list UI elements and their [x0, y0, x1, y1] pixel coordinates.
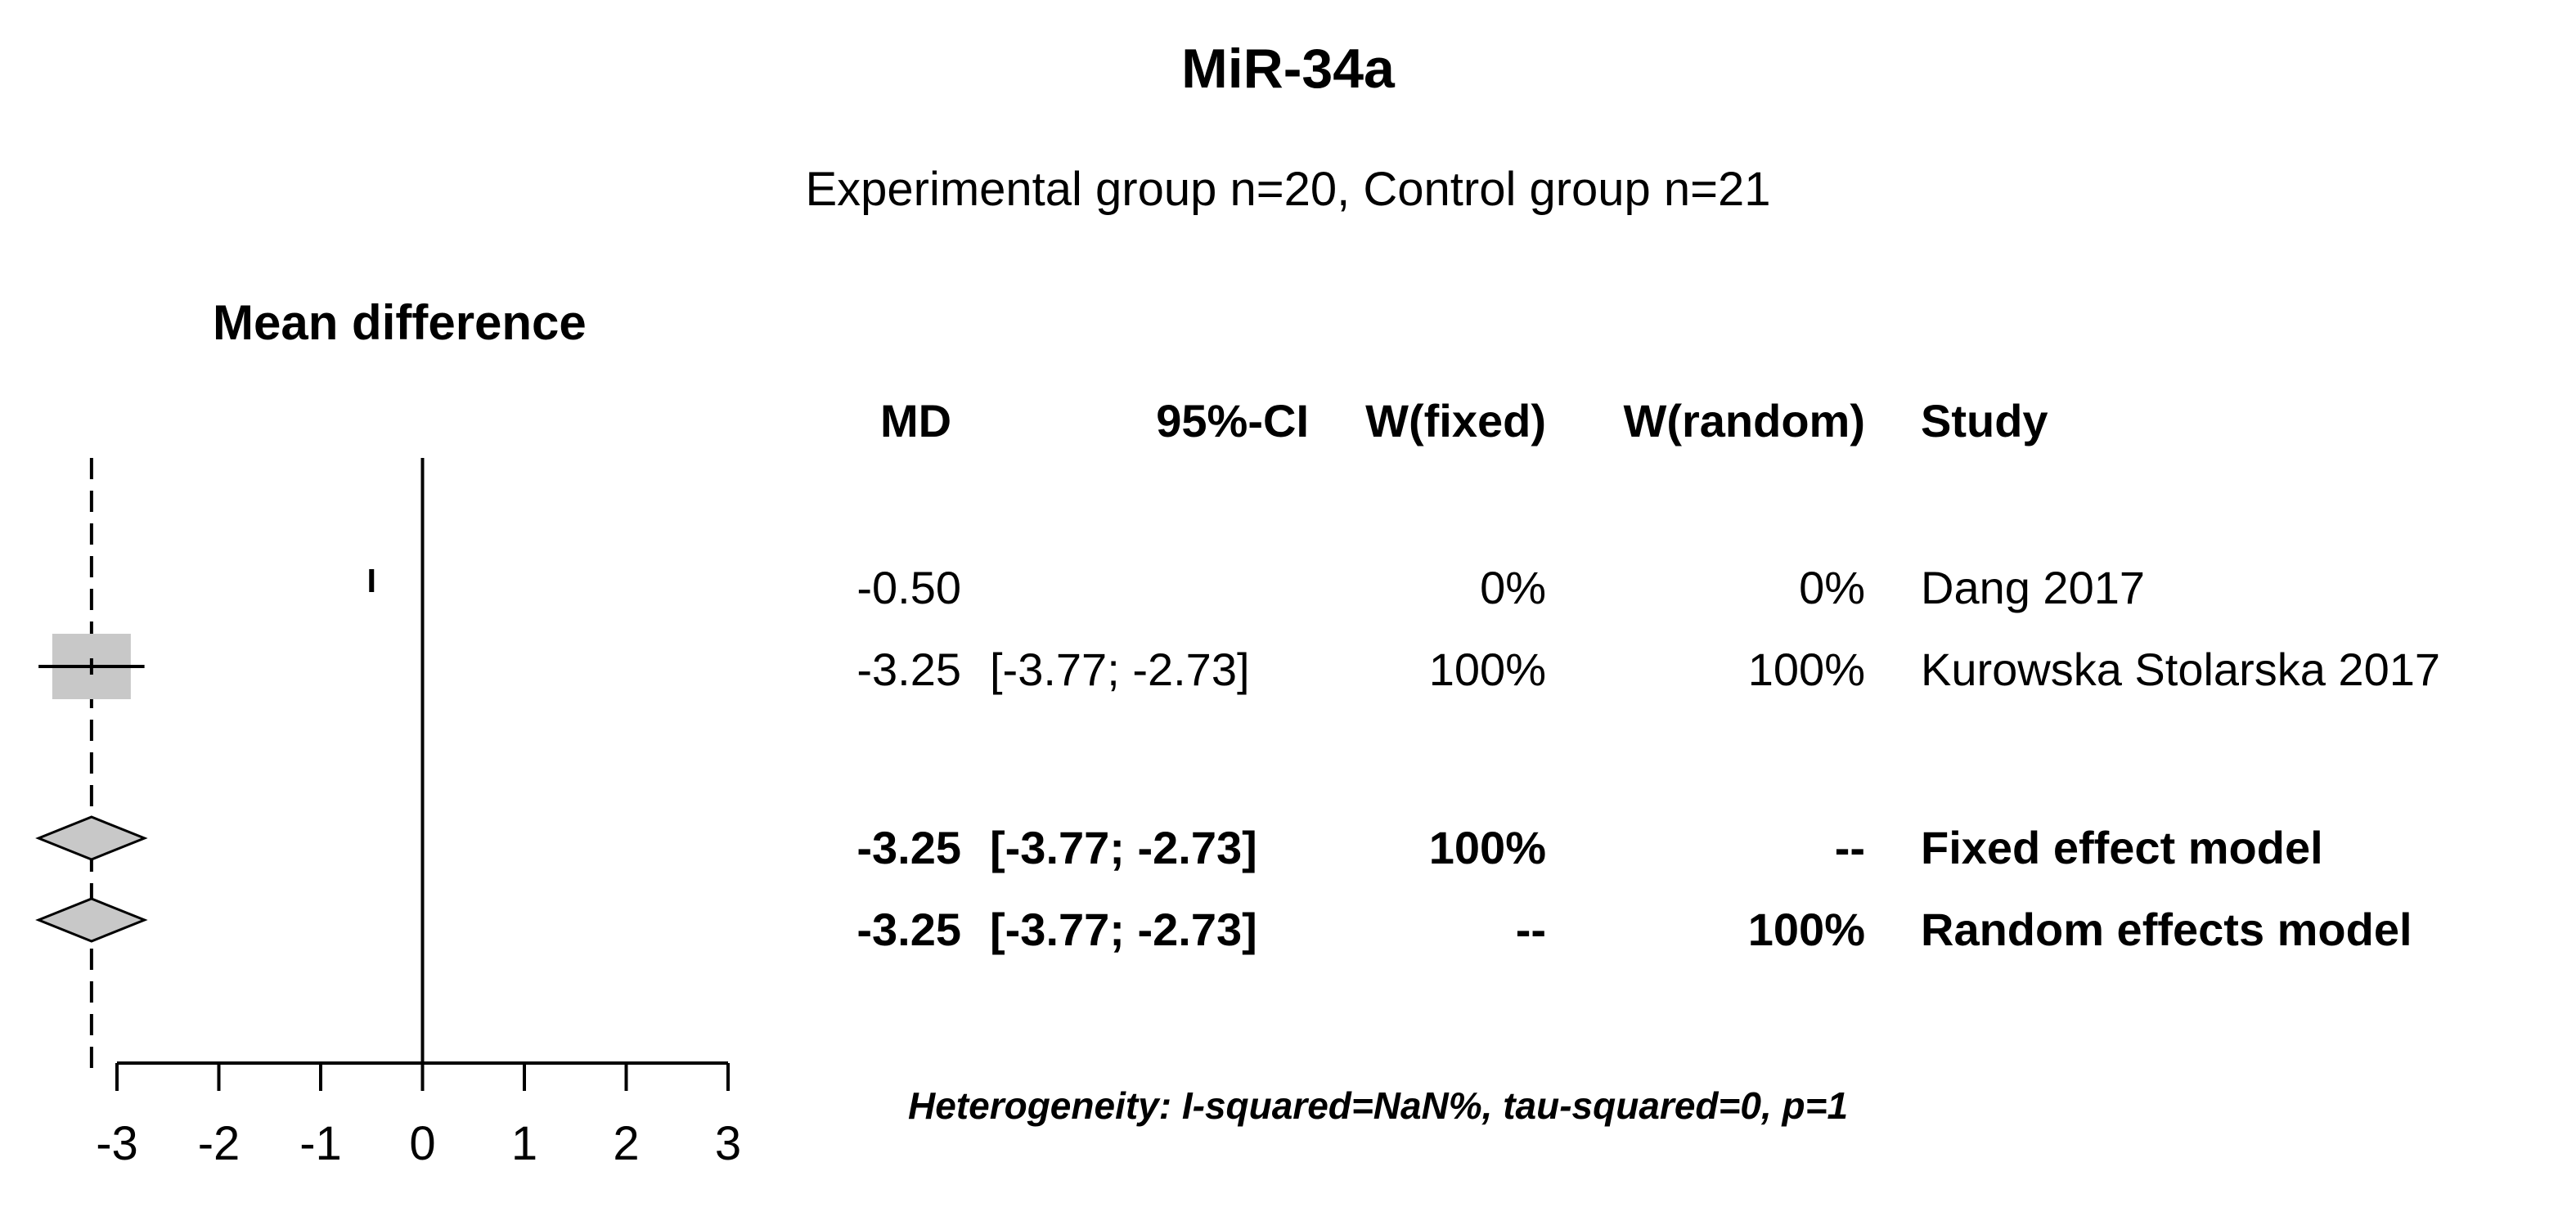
study-w-random: 100% — [1747, 644, 1865, 695]
study-label: Kurowska Stolarska 2017 — [1921, 644, 2441, 695]
forest-plot: -3 -2 -1 0 1 2 3 — [35, 458, 741, 1170]
study-md: -0.50 — [856, 562, 961, 613]
summary-label: Fixed effect model — [1921, 822, 2323, 873]
column-header-w-random: W(random) — [1623, 395, 1865, 446]
summary-w-random: 100% — [1747, 904, 1865, 955]
summary-ci: [-3.77; -2.73] — [990, 904, 1257, 955]
column-header-md: MD — [880, 395, 952, 446]
summary-label: Random effects model — [1921, 904, 2412, 955]
summary-diamond — [35, 815, 148, 861]
chart-title: MiR-34a — [1181, 38, 1395, 100]
study-label: Dang 2017 — [1921, 562, 2146, 613]
summary-w-fixed: 100% — [1428, 822, 1546, 873]
column-header-ci: 95%-CI — [1156, 395, 1309, 446]
chart-subtitle: Experimental group n=20, Control group n… — [805, 163, 1771, 216]
study-w-random: 0% — [1799, 562, 1865, 613]
column-header-w-fixed: W(fixed) — [1365, 395, 1546, 446]
x-tick-label: -2 — [198, 1117, 241, 1170]
summary-w-random: -- — [1834, 822, 1865, 873]
x-axis-heading: Mean difference — [213, 295, 587, 350]
x-tick-label: 2 — [613, 1117, 639, 1170]
heterogeneity-text: Heterogeneity: I-squared=NaN%, tau-squar… — [908, 1084, 1849, 1127]
column-header-study: Study — [1921, 395, 2048, 446]
summary-md: -3.25 — [856, 904, 961, 955]
study-md: -3.25 — [856, 644, 961, 695]
x-tick-label: 0 — [409, 1117, 435, 1170]
x-tick-label: -3 — [96, 1117, 138, 1170]
x-tick-label: 1 — [511, 1117, 537, 1170]
summary-diamond — [35, 897, 148, 943]
x-tick-label: 3 — [715, 1117, 741, 1170]
study-w-fixed: 100% — [1428, 644, 1546, 695]
study-ci: [-3.77; -2.73] — [990, 644, 1250, 695]
x-tick-label: -1 — [299, 1117, 342, 1170]
summary-w-fixed: -- — [1515, 904, 1546, 955]
summary-ci: [-3.77; -2.73] — [990, 822, 1257, 873]
summary-md: -3.25 — [856, 822, 961, 873]
study-w-fixed: 0% — [1480, 562, 1546, 613]
